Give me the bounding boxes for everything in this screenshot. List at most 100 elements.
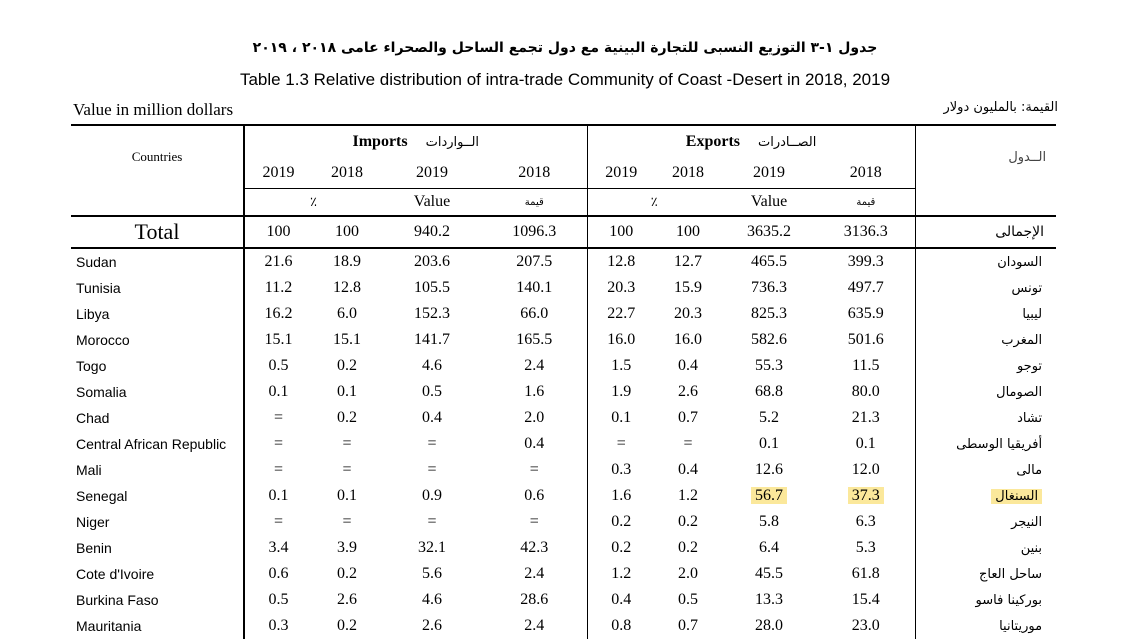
value-cell: 0.2 — [337, 357, 357, 374]
country-name-en: Central African Republic — [76, 436, 227, 452]
value-cell: 16.2 — [243, 301, 312, 327]
exports-value-label: Value — [721, 188, 818, 217]
unit-label-english: Value in million dollars — [73, 100, 234, 119]
value-cell: 0.8 — [586, 613, 656, 639]
trade-distribution-table: Countries Imports الــواردات Exports الصــ… — [71, 124, 1057, 639]
table-row: Tunisia 11.2 12.8 105.5 140.1 20.3 15.9 736.3 49… — [71, 275, 1057, 301]
country-name-ar: ساحل العاج — [914, 561, 1057, 587]
country-name-en: Mauritania — [76, 618, 142, 634]
value-cell: 0.2 — [586, 535, 656, 561]
value-cell: 11.5 — [852, 357, 880, 374]
table-row: Somalia 0.1 0.1 0.5 1.6 1.9 2.6 68.8 80.0 الصومال — [71, 379, 1057, 405]
country-name-ar: توجو — [914, 353, 1057, 379]
exports-year-pct-2019: 2019 — [586, 158, 656, 189]
value-cell: 15.4 — [851, 591, 880, 608]
value-cell: 68.8 — [755, 383, 784, 400]
value-cell: 0.2 — [678, 539, 699, 556]
country-name-en: Sudan — [76, 254, 117, 270]
value-cell: 6.4 — [759, 539, 780, 556]
value-cell: 1.6 — [524, 383, 545, 400]
table-row: Sudan 21.6 18.9 203.6 207.5 12.8 12.7 465.5 399.… — [71, 248, 1057, 275]
value-cell: 0.9 — [422, 487, 442, 504]
table-row: Cote d'Ivoire 0.6 0.2 5.6 2.4 1.2 2.0 45.5 61.8 س… — [71, 561, 1057, 587]
value-cell: = — [243, 431, 312, 457]
country-name-ar: تشاد — [914, 405, 1057, 431]
value-cell: 0.3 — [586, 457, 656, 483]
total-label-ar: الإجمالى — [914, 216, 1057, 249]
imports-value-label: Value — [382, 188, 482, 217]
value-cell: 16.0 — [674, 331, 703, 348]
imports-label-en: Imports — [352, 133, 408, 150]
country-name-ar: تونس — [914, 275, 1057, 301]
value-cell: 12.8 — [586, 248, 656, 275]
empty-header-cell-ar — [914, 188, 1057, 217]
highlighted-value: 56.7 — [751, 487, 788, 504]
value-cell: 0.1 — [243, 379, 312, 405]
value-cell: 0.1 — [337, 383, 357, 400]
value-cell: 2.6 — [678, 383, 699, 400]
value-cell: 501.6 — [847, 331, 884, 348]
value-cell: = — [427, 461, 437, 478]
country-name-ar: المغرب — [914, 327, 1057, 353]
header-row-measures: ٪ Value قيمة ٪ Value قيمة — [71, 188, 1057, 217]
table-row: Niger = = = = 0.2 0.2 5.8 6.3 النيجر — [71, 509, 1057, 535]
country-name-en: Chad — [76, 410, 110, 426]
value-cell: 55.3 — [755, 357, 784, 374]
value-cell: 4.6 — [422, 591, 442, 608]
value-cell: 0.1 — [586, 405, 656, 431]
value-cell: 15.1 — [243, 327, 312, 353]
exports-year-val-2018: 2018 — [849, 164, 882, 181]
table-row: Mali = = = = 0.3 0.4 12.6 12.0 مالى — [71, 457, 1057, 483]
value-cell: 56.7 — [721, 483, 817, 509]
value-cell: 18.9 — [333, 253, 361, 270]
total-cell: 940.2 — [382, 216, 482, 249]
imports-percent-label: ٪ — [243, 188, 382, 217]
value-cell: 203.6 — [414, 253, 450, 270]
value-cell: 141.7 — [414, 331, 450, 348]
table-row: Benin 3.4 3.9 32.1 42.3 0.2 0.2 6.4 5.3 بنين — [71, 535, 1057, 561]
value-cell: 80.0 — [851, 383, 880, 400]
exports-label-en: Exports — [685, 133, 740, 150]
country-name-ar: مالى — [914, 457, 1057, 483]
value-cell: 0.2 — [337, 565, 357, 582]
value-cell: 11.2 — [243, 275, 312, 301]
exports-year-val-2019: 2019 — [753, 164, 786, 181]
table-title-arabic: جدول ١-٣ التوزيع النسبى للتجارة البينية … — [252, 40, 878, 56]
total-cell: 3635.2 — [721, 216, 818, 249]
value-cell: = — [342, 513, 352, 530]
value-cell: 152.3 — [414, 305, 450, 322]
highlighted-country-ar: السنغال — [991, 488, 1043, 504]
value-cell: 2.4 — [524, 357, 545, 374]
value-cell: 42.3 — [520, 539, 549, 556]
value-cell: 23.0 — [851, 617, 880, 634]
header-row-years: 2019 2018 2019 2018 2019 2018 2019 2018 — [71, 158, 1056, 189]
total-cell: 100 — [312, 216, 382, 249]
country-name-en: Libya — [76, 306, 110, 322]
country-name-en: Senegal — [76, 488, 128, 504]
table-row: Central African Republic = = = 0.4 = = 0.1 0.1 أف… — [71, 431, 1057, 457]
imports-year-val-2018: 2018 — [518, 164, 551, 181]
value-cell: 0.3 — [243, 613, 312, 639]
imports-label-ar: الــواردات — [425, 135, 480, 150]
value-cell: 12.8 — [333, 279, 361, 296]
value-cell: 15.1 — [333, 331, 361, 348]
value-cell: 1.9 — [586, 379, 656, 405]
exports-group-header: Exports الصــادرات — [586, 124, 916, 158]
value-cell: 0.2 — [678, 513, 699, 530]
countries-header: Countries — [71, 124, 244, 189]
value-cell: 0.4 — [678, 461, 699, 478]
country-name-ar: بنين — [914, 535, 1057, 561]
value-cell: = — [243, 509, 312, 535]
imports-year-pct-2019: 2019 — [243, 158, 312, 189]
country-name-ar: السودان — [914, 248, 1057, 275]
value-cell: 3.4 — [243, 535, 312, 561]
value-cell: 1.6 — [586, 483, 656, 509]
value-cell: 0.2 — [586, 509, 656, 535]
value-cell: 497.7 — [847, 279, 884, 296]
value-cell: 15.9 — [674, 279, 703, 296]
country-name-en: Morocco — [76, 332, 130, 348]
value-cell: 28.6 — [520, 591, 549, 608]
value-cell: 105.5 — [414, 279, 450, 296]
value-cell: 2.6 — [337, 591, 357, 608]
value-cell: 2.4 — [524, 617, 545, 634]
